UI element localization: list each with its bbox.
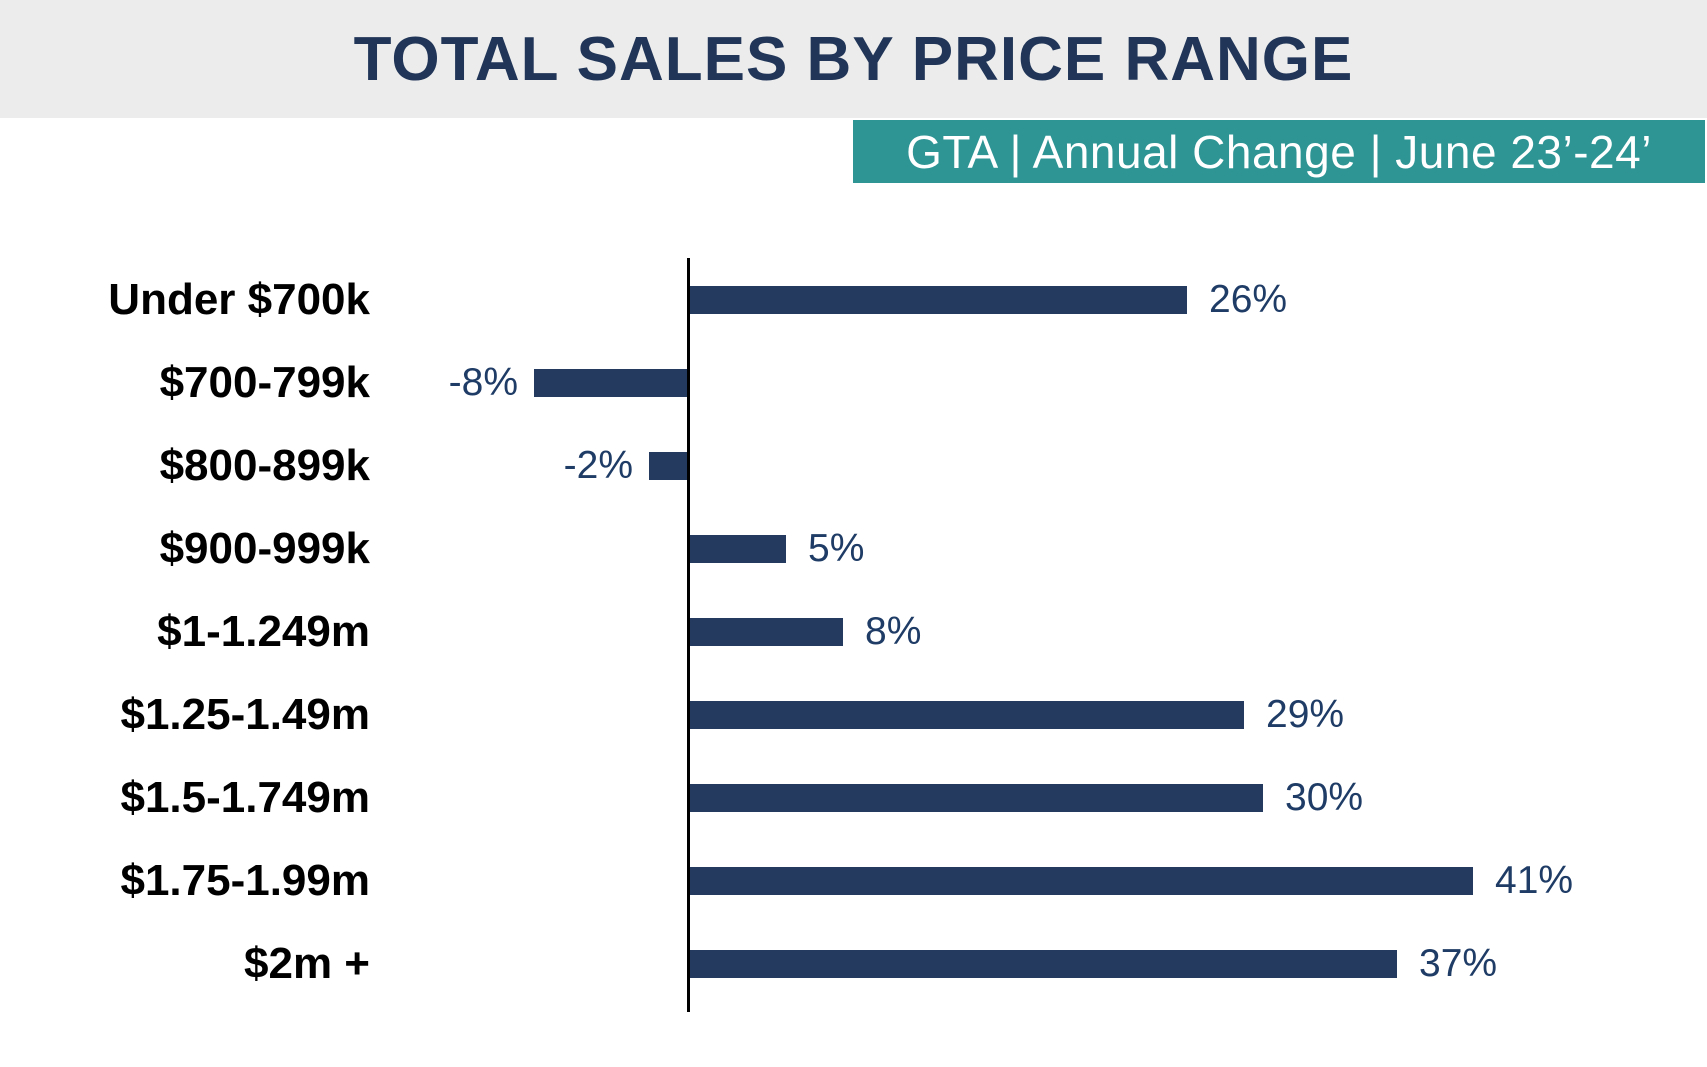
value-label: 26%	[1209, 278, 1288, 321]
value-label: 8%	[865, 610, 922, 653]
value-label: 41%	[1495, 859, 1574, 902]
category-label: $900-999k	[159, 524, 370, 573]
category-label: Under $700k	[108, 275, 370, 324]
bar	[649, 452, 687, 480]
category-label: $1.75-1.99m	[120, 856, 370, 905]
y-axis-line	[687, 258, 690, 1012]
value-label: 5%	[808, 527, 865, 570]
category-label: $1.5-1.749m	[120, 773, 370, 822]
category-label: $1-1.249m	[157, 607, 370, 656]
category-label: $2m +	[244, 939, 370, 988]
value-label: 29%	[1266, 693, 1345, 736]
subtitle-banner: GTA | Annual Change | June 23’-24’	[853, 120, 1705, 183]
bar	[690, 701, 1244, 729]
bar	[690, 535, 786, 563]
bar	[534, 369, 687, 397]
value-label: -2%	[563, 444, 633, 487]
page-title: TOTAL SALES BY PRICE RANGE	[353, 24, 1354, 94]
category-label: $800-899k	[159, 441, 370, 490]
subtitle-text: GTA | Annual Change | June 23’-24’	[906, 125, 1652, 178]
bar	[690, 618, 843, 646]
bar	[690, 286, 1187, 314]
value-label: 30%	[1285, 776, 1364, 819]
bar	[690, 867, 1473, 895]
value-label: 37%	[1419, 942, 1498, 985]
value-label: -8%	[448, 361, 518, 404]
category-label: $1.25-1.49m	[120, 690, 370, 739]
category-label: $700-799k	[159, 358, 370, 407]
bar	[690, 950, 1397, 978]
bar	[690, 784, 1263, 812]
header-band: TOTAL SALES BY PRICE RANGE	[0, 0, 1707, 118]
